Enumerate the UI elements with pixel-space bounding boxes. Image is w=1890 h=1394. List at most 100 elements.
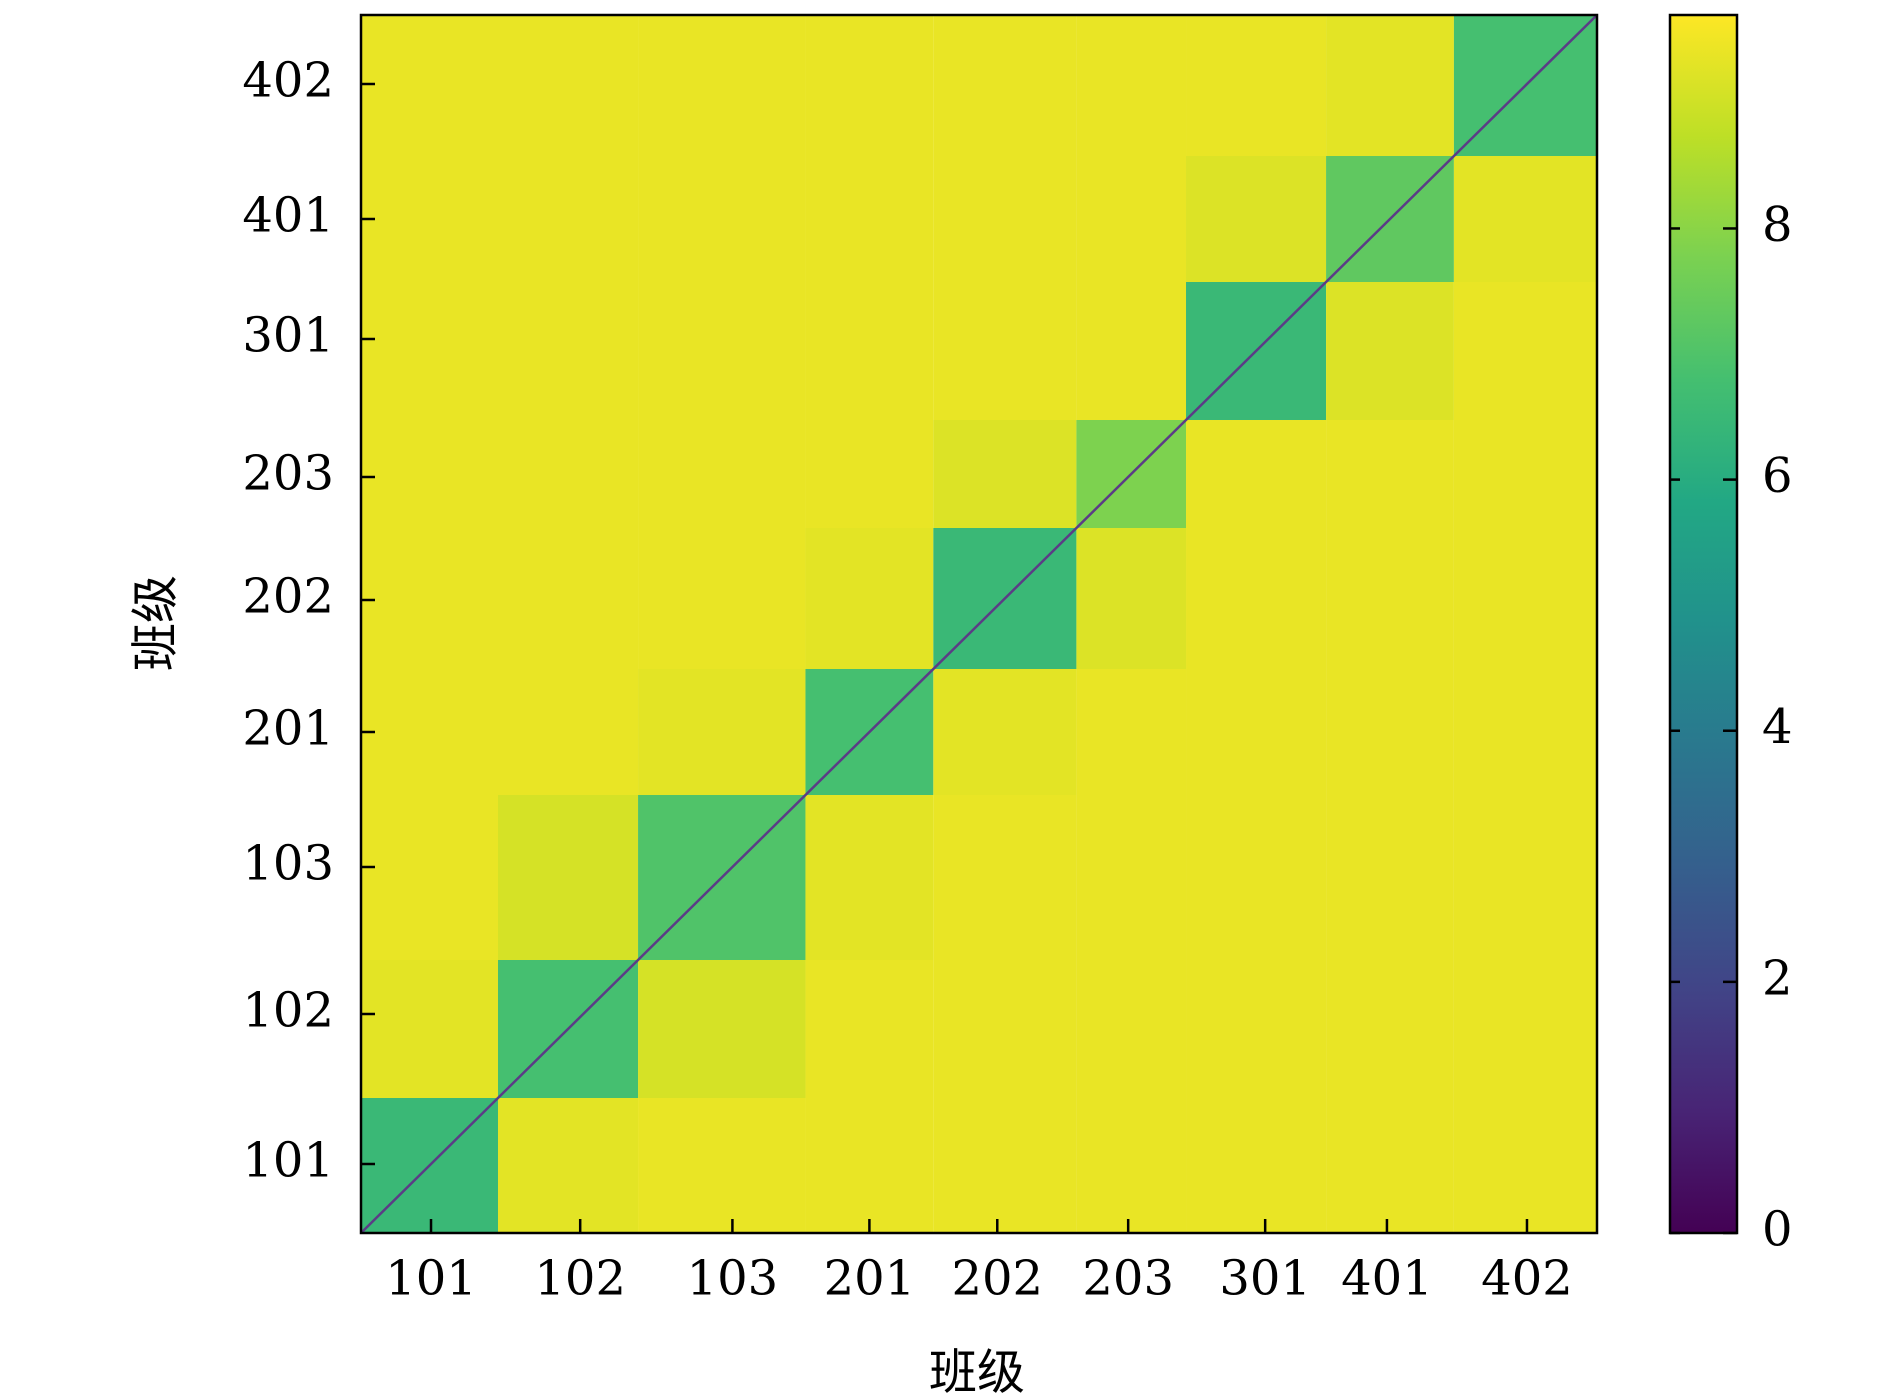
- heatmap-cell: [361, 528, 498, 669]
- heatmap-cell: [805, 15, 934, 156]
- heatmap-cell: [1186, 795, 1327, 960]
- y-tick-label: 103: [242, 836, 334, 892]
- heatmap-cell: [497, 420, 639, 528]
- heatmap-cell: [1076, 1098, 1187, 1233]
- heatmap-cell: [933, 420, 1077, 528]
- heatmap-cell: [497, 1098, 639, 1233]
- colorbar-tick-label: 2: [1762, 950, 1793, 1006]
- heatmap-cell: [1076, 960, 1187, 1098]
- y-tick-label: 301: [242, 308, 334, 364]
- heatmap-cell: [1186, 420, 1327, 528]
- heatmap-cell: [1326, 1098, 1454, 1233]
- heatmap-cell: [497, 156, 639, 282]
- x-tick-label: 201: [824, 1251, 916, 1307]
- heatmap-cell: [1076, 282, 1187, 420]
- heatmap-cell: [933, 15, 1077, 156]
- heatmap: [361, 15, 1597, 1233]
- heatmap-cell: [1453, 960, 1597, 1098]
- colorbar: [1668, 13, 1739, 1235]
- heatmap-cell: [638, 1098, 806, 1233]
- heatmap-cell: [638, 15, 806, 156]
- heatmap-cell: [805, 795, 934, 960]
- heatmap-cell: [1326, 15, 1454, 156]
- colorbar-tick-label: 4: [1762, 699, 1793, 755]
- x-tick-label: 203: [1082, 1251, 1174, 1307]
- heatmap-cell: [361, 795, 498, 960]
- heatmap-cell: [1076, 795, 1187, 960]
- heatmap-cell: [1326, 795, 1454, 960]
- colorbar-tick-label: 8: [1762, 197, 1793, 253]
- colorbar-tick-label: 6: [1762, 448, 1793, 504]
- y-axis-label: 班级: [128, 575, 184, 671]
- plot-frame: [359, 13, 1599, 1235]
- heatmap-cell: [1453, 420, 1597, 528]
- heatmap-cell: [1076, 528, 1187, 669]
- x-tick-label: 101: [385, 1251, 477, 1307]
- heatmap-cell: [933, 795, 1077, 960]
- heatmap-cell: [1453, 282, 1597, 420]
- heatmap-cell: [805, 1098, 934, 1233]
- y-tick-label: 101: [242, 1133, 334, 1189]
- heatmap-cell: [1326, 420, 1454, 528]
- y-tick-label: 401: [242, 188, 334, 244]
- heatmap-cell: [497, 669, 639, 795]
- heatmap-cell: [1076, 156, 1187, 282]
- heatmap-cell: [497, 15, 639, 156]
- heatmap-cell: [933, 669, 1077, 795]
- heatmap-cell: [933, 282, 1077, 420]
- y-tick-label: 202: [242, 569, 334, 625]
- heatmap-cell: [1186, 960, 1327, 1098]
- heatmap-cell: [1453, 795, 1597, 960]
- x-tick-label: 402: [1481, 1251, 1573, 1307]
- diagonal: [360, 14, 1598, 1234]
- heatmap-cell: [638, 960, 806, 1098]
- y-tick-label: 402: [242, 53, 334, 109]
- heatmap-cell: [1326, 960, 1454, 1098]
- x-axis-label: 班级: [929, 1345, 1025, 1394]
- heatmap-cell: [1076, 669, 1187, 795]
- heatmap-cell: [1453, 156, 1597, 282]
- x-tick-label: 102: [534, 1251, 626, 1307]
- heatmap-cell: [805, 156, 934, 282]
- x-tick-label: 401: [1341, 1251, 1433, 1307]
- heatmap-cell: [638, 669, 806, 795]
- heatmap-cell: [497, 528, 639, 669]
- heatmap-cell: [361, 282, 498, 420]
- heatmap-cell: [933, 1098, 1077, 1233]
- heatmap-cell: [1076, 15, 1187, 156]
- heatmap-cell: [497, 795, 639, 960]
- heatmap-cell: [361, 156, 498, 282]
- heatmap-cell: [1186, 669, 1327, 795]
- heatmap-cell: [933, 960, 1077, 1098]
- heatmap-cell: [805, 960, 934, 1098]
- heatmap-cell: [361, 960, 498, 1098]
- heatmap-cell: [497, 282, 639, 420]
- heatmap-cell: [1186, 528, 1327, 669]
- heatmap-cell: [1453, 1098, 1597, 1233]
- colorbar-tick-label: 0: [1762, 1202, 1793, 1258]
- heatmap-cell: [638, 156, 806, 282]
- heatmap-cell: [805, 528, 934, 669]
- heatmap-cell: [1326, 282, 1454, 420]
- x-tick-label: 103: [687, 1251, 779, 1307]
- x-tick-label: 301: [1219, 1251, 1311, 1307]
- heatmap-cell: [1186, 156, 1327, 282]
- heatmap-cell: [1186, 1098, 1327, 1233]
- y-tick-label: 102: [242, 983, 334, 1039]
- heatmap-cell: [638, 282, 806, 420]
- heatmap-cell: [1326, 669, 1454, 795]
- x-tick-label: 202: [951, 1251, 1043, 1307]
- heatmap-cell: [1453, 528, 1597, 669]
- heatmap-cell: [361, 15, 498, 156]
- heatmap-cell: [805, 282, 934, 420]
- y-tick-label: 201: [242, 701, 334, 757]
- heatmap-cell: [805, 420, 934, 528]
- heatmap-cell: [1326, 528, 1454, 669]
- heatmap-cell: [1453, 669, 1597, 795]
- heatmap-cell: [361, 669, 498, 795]
- y-tick-label: 203: [242, 446, 334, 502]
- heatmap-cell: [1186, 15, 1327, 156]
- heatmap-cell: [361, 420, 498, 528]
- heatmap-cell: [933, 156, 1077, 282]
